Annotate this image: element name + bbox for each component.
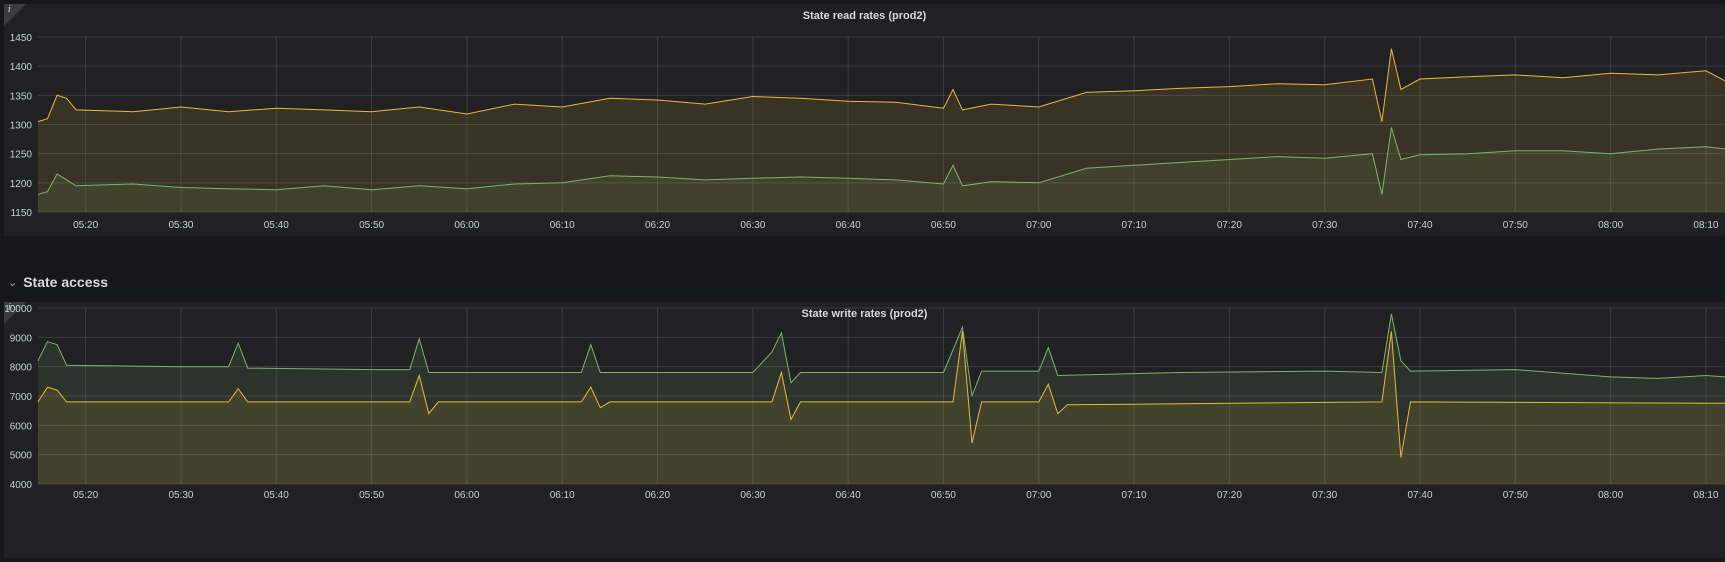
x-tick-label: 06:00 [454,220,479,231]
panel-info-corner[interactable] [4,4,26,26]
x-tick-label: 08:10 [1693,490,1718,501]
x-tick-label: 07:30 [1312,490,1337,501]
series-area-0 [38,48,1725,213]
y-tick-label: 7000 [10,392,33,403]
x-tick-label: 05:30 [168,220,193,231]
write-rates-panel: i State write rates (prod2) 4000 5000 6000… [4,302,1725,558]
x-tick-label: 08:10 [1693,220,1718,231]
x-tick-label: 05:30 [168,490,193,501]
read-rates-panel: i State read rates (prod2) 1150 1200 1250 1… [4,4,1725,236]
x-tick-label: 05:20 [73,220,98,231]
panel-title[interactable]: State read rates (prod2) [802,10,927,22]
x-tick-label: 07:50 [1503,220,1528,231]
x-tick-label: 07:40 [1407,490,1432,501]
chevron-down-icon[interactable]: ⌄ [8,276,18,289]
read-rates-chart[interactable]: 1150 1200 1250 1300 1350 1400 1450 05:20 05:30 05… [4,4,1725,236]
x-tick-label: 07:50 [1503,490,1528,501]
series-line-1 [37,331,1725,458]
y-tick-label: 1350 [10,91,33,102]
x-tick-label: 06:50 [931,220,956,231]
x-tick-label: 05:40 [264,490,289,501]
y-tick-label: 1400 [10,62,33,73]
x-tick-label: 07:10 [1122,490,1147,501]
y-tick-label: 6000 [10,421,33,432]
x-tick-label: 06:50 [931,490,956,501]
x-tick-label: 06:40 [836,490,861,501]
info-icon[interactable]: i [8,5,11,15]
row-title: State access [23,274,109,290]
info-icon[interactable]: i [8,303,11,313]
x-tick-label: 07:20 [1217,490,1242,501]
y-tick-label: 1300 [10,121,33,132]
series-line-0 [37,48,1725,123]
row-header-state-access[interactable]: ⌄ State access [8,270,108,294]
x-tick-label: 06:40 [836,220,861,231]
x-tick-label: 05:50 [359,220,384,231]
y-tick-label: 4000 [10,480,33,491]
series-line-1 [37,127,1725,195]
y-tick-label: 10000 [4,304,32,315]
x-tick-label: 07:00 [1026,220,1051,231]
x-tick-label: 08:00 [1598,490,1623,501]
x-tick-label: 08:00 [1598,220,1623,231]
x-tick-label: 07:30 [1312,220,1337,231]
x-tick-label: 07:40 [1407,220,1432,231]
y-tick-label: 1150 [10,208,32,219]
y-tick-label: 1450 [10,33,33,44]
x-tick-label: 06:30 [740,490,765,501]
x-tick-label: 06:00 [454,490,479,501]
series-area-0 [38,313,1725,484]
series-line-0 [37,313,1725,397]
y-tick-label: 8000 [10,363,33,374]
x-tick-label: 06:10 [550,220,575,231]
x-tick-label: 06:20 [645,490,670,501]
y-tick-label: 9000 [10,333,33,344]
series-area-1 [38,331,1725,484]
x-tick-label: 05:40 [264,220,289,231]
y-tick-label: 1200 [10,179,33,190]
panel-info-corner[interactable] [4,302,26,324]
x-tick-label: 07:10 [1122,220,1147,231]
x-tick-label: 05:50 [359,490,384,501]
y-tick-label: 1250 [10,150,33,161]
x-tick-label: 07:00 [1026,490,1051,501]
x-tick-label: 07:20 [1217,220,1242,231]
x-tick-label: 06:30 [740,220,765,231]
x-tick-label: 06:10 [550,490,575,501]
x-tick-label: 05:20 [73,490,98,501]
write-rates-chart[interactable]: 4000 5000 6000 7000 8000 9000 10000 05:20 05:30 0… [4,302,1725,558]
y-tick-label: 5000 [10,451,33,462]
series-area-1 [38,127,1725,212]
panel-title[interactable]: State write rates (prod2) [801,308,928,320]
x-tick-label: 06:20 [645,220,670,231]
